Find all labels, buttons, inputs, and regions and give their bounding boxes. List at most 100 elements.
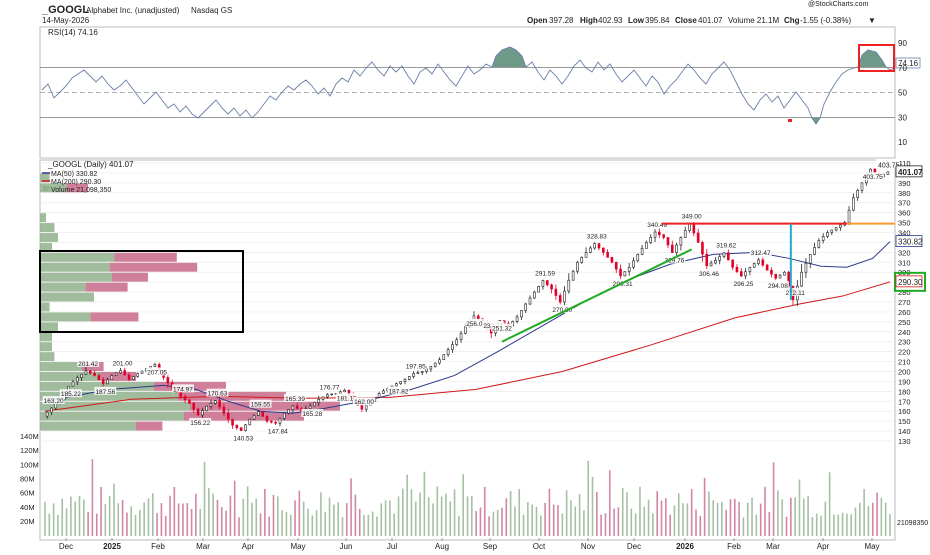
volume-bar (151, 493, 154, 536)
x-tick-label: Feb (151, 542, 165, 551)
candle-body (438, 359, 441, 364)
volume-bar (419, 492, 421, 536)
candle-body (429, 366, 433, 370)
volume-bar (87, 511, 89, 536)
price-tick-label: 270 (898, 298, 911, 307)
price-tick-label: 260 (898, 308, 911, 317)
candle-body (597, 243, 601, 249)
candle-body (205, 405, 208, 411)
trendline-green (501, 248, 693, 343)
vbp-up-bar (40, 421, 136, 431)
volume-bar (725, 509, 727, 536)
vbp-down-bar (100, 372, 136, 381)
low-value: 395.84 (645, 16, 670, 25)
volume-bar (251, 502, 253, 536)
price-label: 174.97 (173, 386, 193, 393)
quote-date: 14-May-2026 (42, 16, 90, 25)
volume-bar (699, 515, 702, 536)
price-label: 272.11 (785, 290, 805, 297)
vbp-up-bar (40, 262, 110, 272)
volume-bar (233, 480, 236, 536)
vbp-up-bar (40, 223, 55, 232)
volume-bar (380, 503, 383, 536)
volume-tick-label: 20M (20, 517, 35, 526)
rsi-oversold-fill (812, 118, 820, 124)
volume-bar (453, 489, 456, 536)
candle-body (395, 383, 398, 387)
price-label-bg (77, 358, 100, 367)
legend-ma50: MA(50) 330.82 (51, 171, 97, 178)
volume-bar (363, 514, 365, 536)
volume-bar (259, 513, 262, 536)
price-label-bg (732, 278, 755, 287)
rsi-tick-label: 30 (898, 113, 907, 122)
right-badges: 403.75 401.07 330.82 290.30 21098350 (876, 158, 930, 527)
price-tick-label: 220 (898, 348, 911, 357)
price-tick-label: 320 (898, 248, 911, 257)
price-tick-label: 150 (898, 417, 911, 426)
candle-body (326, 394, 329, 398)
vbp-up-bar (40, 372, 100, 381)
candle-body (360, 404, 364, 410)
price-label-bg (680, 211, 703, 220)
vbp-up-bar (40, 233, 58, 242)
volume-bar (272, 494, 275, 536)
rsi-axis: 90 70 50 30 10 (898, 39, 907, 147)
vbp-up-bar (40, 322, 58, 332)
price-tick-label: 210 (898, 358, 911, 367)
volume-bar (828, 472, 831, 536)
candle-body (675, 244, 678, 253)
price-label-bg (404, 361, 427, 370)
legend-ma200: MA(200) 290.30 (51, 179, 101, 186)
candle-body (412, 373, 415, 377)
volume-bar (324, 512, 327, 536)
candle-body (584, 252, 588, 258)
volume-bar (854, 507, 857, 536)
brand-watermark: @StockCharts.com (808, 1, 869, 8)
candle-body (735, 266, 739, 272)
candle-body (817, 240, 821, 248)
candle-body (804, 262, 808, 273)
volume-bar (608, 470, 611, 536)
candle-body (839, 224, 842, 228)
volume-bar (514, 506, 516, 536)
volume-bar (764, 486, 766, 536)
volume-bar (656, 491, 658, 536)
candle-body (545, 280, 549, 286)
volume-bar (531, 504, 533, 536)
price-panel-frame (39, 159, 896, 541)
price-label-bg (490, 323, 513, 332)
volume-bar (70, 496, 72, 536)
price-tick-label: 170 (898, 397, 911, 406)
rsi-tick-label: 10 (898, 138, 907, 147)
x-tick-label: Apr (817, 542, 830, 551)
volume-bar (462, 474, 464, 536)
candle-body (541, 280, 545, 287)
volume-bar (712, 500, 715, 536)
candle-body (800, 271, 803, 287)
x-tick-label: Dec (59, 542, 73, 551)
volume-bar (488, 516, 490, 536)
candle-body (420, 371, 424, 373)
volume-bar (367, 514, 370, 536)
volume-badge-value: 21098350 (897, 520, 928, 527)
x-axis: Dec 2025 Feb Mar Apr May Jun Jul Aug Sep Oct Nov Dec… (59, 538, 880, 551)
volume-bar (863, 489, 865, 536)
volume-bar (345, 503, 348, 536)
candle-body (399, 381, 402, 384)
candle-body (291, 405, 295, 410)
volume-bar (794, 497, 796, 536)
ma200-highlight-box (894, 271, 926, 292)
vbp-up-bar (40, 352, 55, 362)
vbp-up-bar (40, 272, 112, 282)
price-label: 256.00 (466, 321, 486, 328)
candle-body (554, 288, 558, 296)
volume-bar (350, 478, 352, 536)
volume-bar (277, 496, 279, 536)
volume-bar (587, 460, 590, 536)
volume-bar (376, 516, 378, 536)
candle-body (451, 344, 454, 350)
candle-body (308, 405, 312, 409)
volume-tick-label: 60M (20, 489, 35, 498)
